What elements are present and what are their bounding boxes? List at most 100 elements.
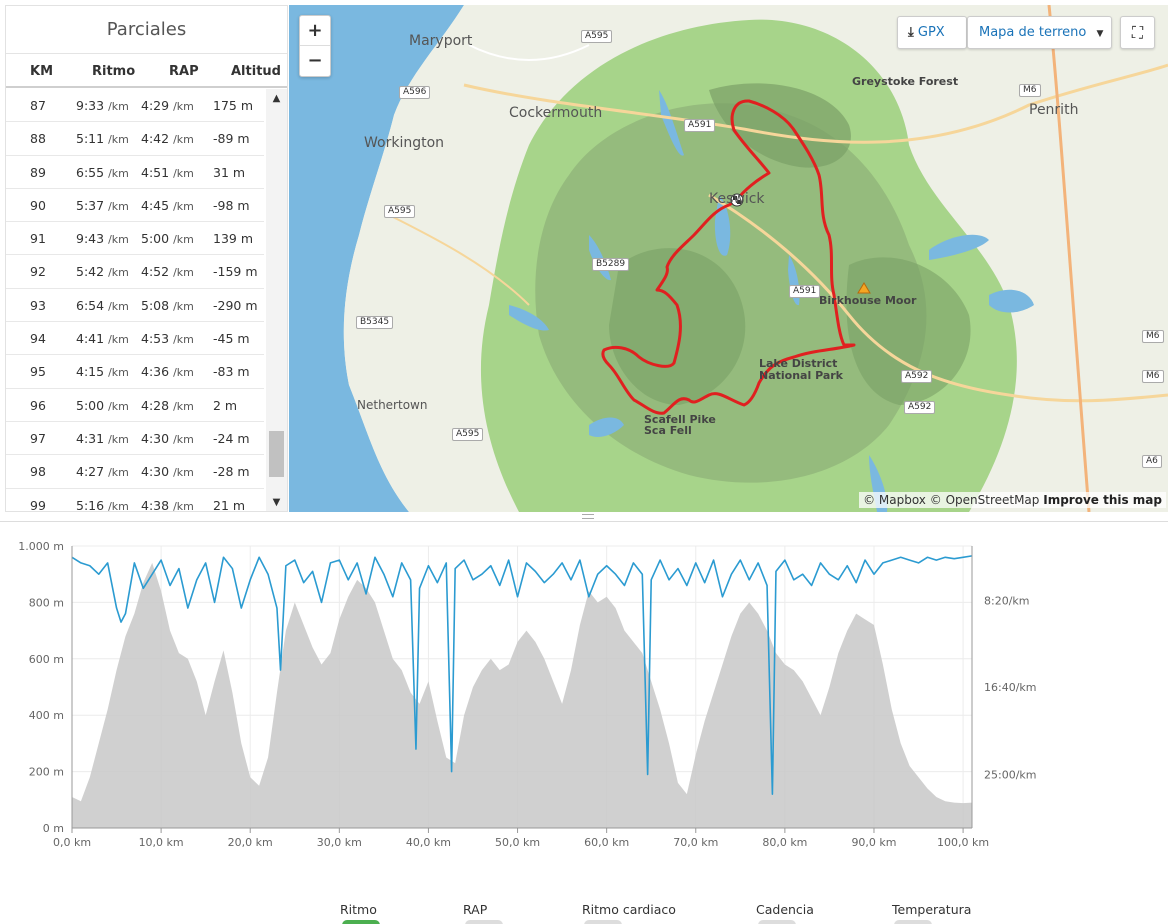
split-elev: -89 m — [213, 131, 250, 147]
split-pace: 9:33/km — [76, 98, 129, 113]
pace-unit: /km — [173, 100, 194, 113]
road-shield: A591 — [684, 119, 716, 132]
zoom-out-button[interactable]: − — [307, 50, 323, 71]
split-km: 93 — [30, 297, 46, 313]
x-tick-label: 70,0 km — [673, 836, 718, 849]
split-elev: -24 m — [213, 430, 250, 446]
split-pace: 5:42/km — [76, 264, 129, 280]
col-elev-header[interactable]: Altitud — [231, 64, 281, 79]
pace-unit: /km — [173, 432, 194, 446]
improve-map-link[interactable]: Improve this map — [1043, 493, 1162, 507]
split-row[interactable]: 89 6:55/km 4:51/km 31 m — [6, 156, 264, 189]
fullscreen-button[interactable]: ⛶ — [1120, 16, 1155, 49]
split-elev: -98 m — [213, 197, 250, 213]
pace-unit: /km — [173, 333, 194, 347]
legend-item[interactable]: Ritmo cardiaco — [582, 902, 676, 917]
pace-unit: /km — [173, 466, 194, 480]
pace-unit: /km — [108, 199, 129, 213]
pace-unit: /km — [108, 399, 129, 413]
legend-toggle[interactable] — [758, 920, 796, 924]
gpx-download-button[interactable]: ⤓ GPX — [897, 16, 967, 49]
place-scafell-pike: Scafell Pike Sca Fell — [644, 413, 716, 437]
splits-scrollbar[interactable]: ▲ ▼ — [266, 89, 287, 511]
splits-title: Parciales — [6, 6, 287, 54]
split-gap: 4:30/km — [141, 464, 194, 480]
split-row[interactable]: 87 9:33/km 4:29/km 175 m — [6, 89, 264, 123]
split-km: 96 — [30, 397, 46, 413]
x-tick-label: 50,0 km — [495, 836, 540, 849]
split-row[interactable]: 92 5:42/km 4:52/km -159 m — [6, 255, 264, 289]
chart-canvas[interactable]: 0 m 200 m 400 m 600 m 800 m 1.000 m 0,0 km 10,0… — [0, 522, 1168, 852]
col-pace-header[interactable]: Ritmo — [92, 64, 136, 79]
drag-handle-icon[interactable] — [582, 514, 594, 519]
legend-item[interactable]: Cadencia — [756, 902, 814, 917]
col-gap-header[interactable]: RAP — [169, 64, 199, 79]
split-row[interactable]: 97 4:31/km 4:30/km -24 m — [6, 422, 264, 456]
y-tick-label: 0 m — [43, 822, 64, 835]
map-type-dropdown[interactable]: Mapa de terreno ▼ — [967, 16, 1112, 49]
split-gap: 4:36/km — [141, 364, 194, 380]
y-tick-label: 400 m — [29, 709, 64, 722]
pace-line — [71, 555, 973, 795]
split-pace: 4:31/km — [76, 430, 129, 446]
split-gap: 4:51/km — [141, 164, 194, 180]
split-row[interactable]: 99 5:16/km 4:38/km 21 m — [6, 489, 264, 511]
legend-item[interactable]: Ritmo — [340, 902, 377, 917]
osm-link[interactable]: © OpenStreetMap — [929, 493, 1040, 507]
split-gap: 5:00/km — [141, 231, 194, 247]
legend-toggle[interactable] — [465, 920, 503, 924]
road-shield: B5345 — [356, 316, 394, 329]
split-row[interactable]: 93 6:54/km 5:08/km -290 m — [6, 289, 264, 323]
pace-unit: /km — [173, 266, 194, 280]
route-map[interactable]: Maryport Cockermouth Workington Penrith … — [289, 5, 1168, 512]
split-elev: -290 m — [213, 297, 258, 313]
split-gap: 4:42/km — [141, 131, 194, 147]
legend-item[interactable]: Temperatura — [892, 902, 972, 917]
split-elev: -159 m — [213, 264, 258, 280]
col-km-header[interactable]: KM — [30, 64, 54, 79]
split-row[interactable]: 98 4:27/km 4:30/km -28 m — [6, 455, 264, 489]
scroll-up-arrow-icon[interactable]: ▲ — [272, 93, 281, 104]
split-pace: 4:41/km — [76, 331, 129, 347]
scroll-down-arrow-icon[interactable]: ▼ — [272, 497, 281, 508]
elevation-pace-chart[interactable]: 0 m 200 m 400 m 600 m 800 m 1.000 m 0,0 km 10,0… — [0, 522, 1168, 852]
split-gap: 4:52/km — [141, 264, 194, 280]
map-attribution: © Mapbox © OpenStreetMap Improve this ma… — [859, 492, 1166, 508]
road-shield: M6 — [1019, 84, 1041, 97]
split-row[interactable]: 94 4:41/km 4:53/km -45 m — [6, 322, 264, 356]
split-gap: 4:30/km — [141, 430, 194, 446]
x-tick-label: 40,0 km — [406, 836, 451, 849]
legend-item[interactable]: RAP — [463, 902, 488, 917]
scroll-thumb[interactable] — [269, 431, 284, 477]
place-nethertown: Nethertown — [357, 398, 428, 412]
split-gap: 4:53/km — [141, 331, 194, 347]
road-shield: A592 — [904, 401, 936, 414]
pace-unit: /km — [108, 466, 129, 480]
split-row[interactable]: 90 5:37/km 4:45/km -98 m — [6, 189, 264, 223]
split-km: 98 — [30, 464, 46, 480]
zoom-in-button[interactable]: + — [300, 16, 330, 46]
place-keswick: Keswick — [709, 191, 765, 207]
legend-toggle[interactable] — [584, 920, 622, 924]
split-row[interactable]: 95 4:15/km 4:36/km -83 m — [6, 355, 264, 389]
place-workington: Workington — [364, 135, 445, 151]
panel-resize-splitter[interactable] — [0, 512, 1168, 522]
split-pace: 4:27/km — [76, 464, 129, 480]
pace-unit: /km — [108, 166, 129, 180]
elevation-area — [72, 562, 972, 828]
y-right-tick-label: 8:20/km — [984, 594, 1030, 607]
split-km: 95 — [30, 364, 46, 380]
legend-toggle[interactable] — [342, 920, 380, 924]
splits-panel: Parciales KM Ritmo RAP Altitud 87 9:33/km… — [5, 5, 288, 512]
mapbox-link[interactable]: © Mapbox — [863, 493, 926, 507]
split-row[interactable]: 91 9:43/km 5:00/km 139 m — [6, 222, 264, 256]
legend-toggle[interactable] — [894, 920, 932, 924]
split-gap: 5:08/km — [141, 297, 194, 313]
zoom-control: + − — [299, 15, 331, 77]
split-row[interactable]: 96 5:00/km 4:28/km 2 m — [6, 389, 264, 422]
map-canvas[interactable] — [289, 5, 1168, 512]
split-km: 89 — [30, 164, 46, 180]
split-row[interactable]: 88 5:11/km 4:42/km -89 m — [6, 122, 264, 156]
road-shield: B5289 — [592, 258, 630, 271]
